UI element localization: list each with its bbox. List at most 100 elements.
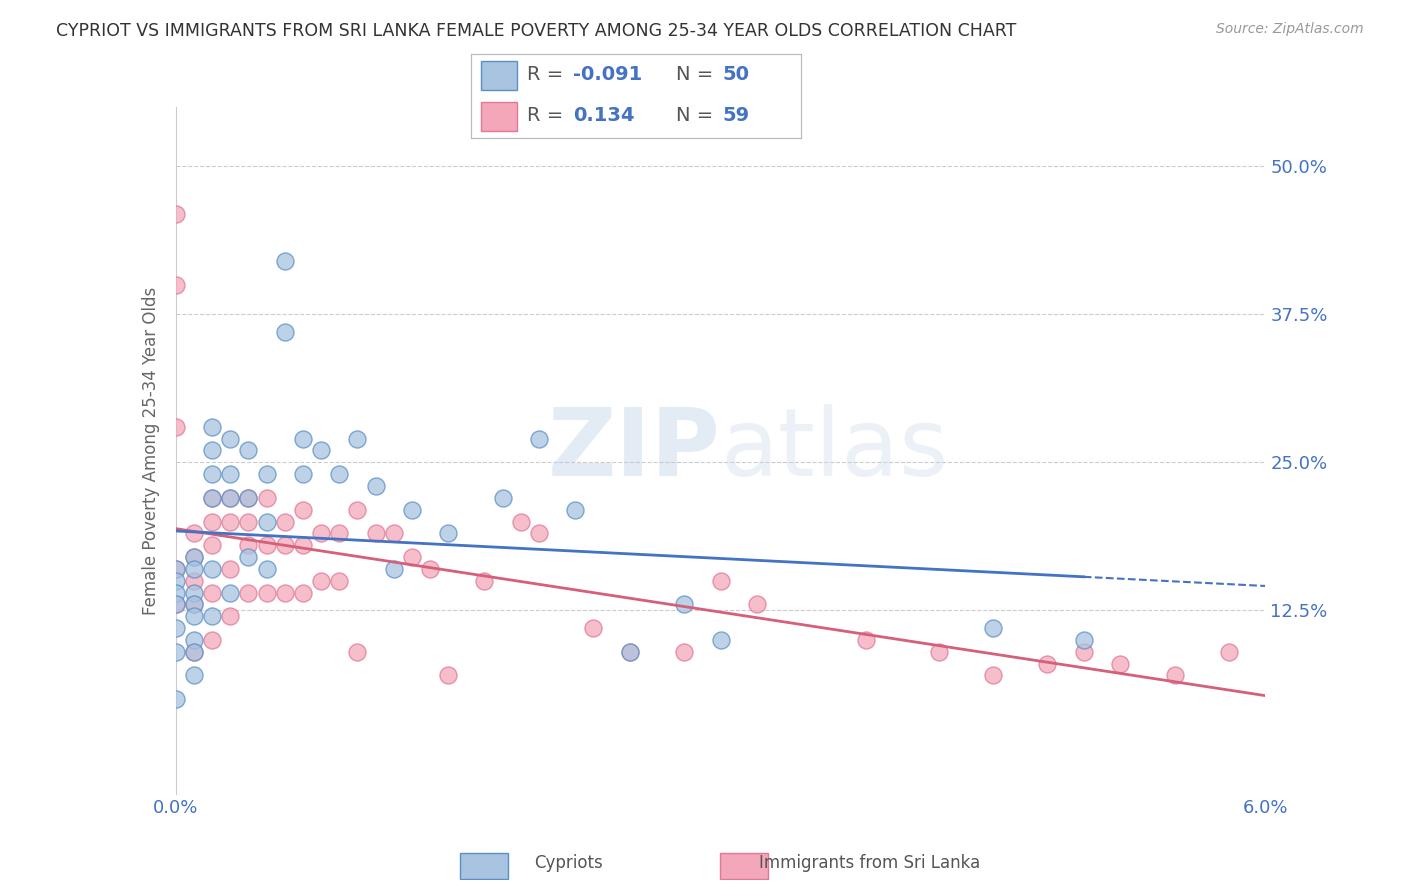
Point [274, 254, 297, 268]
Point [256, 467, 278, 482]
Point [509, 515, 531, 529]
Point [183, 632, 205, 647]
Point [346, 432, 368, 446]
Point [401, 502, 423, 516]
Point [238, 585, 260, 599]
Text: CYPRIOT VS IMMIGRANTS FROM SRI LANKA FEMALE POVERTY AMONG 25-34 YEAR OLDS CORREL: CYPRIOT VS IMMIGRANTS FROM SRI LANKA FEM… [56, 22, 1017, 40]
Point [165, 645, 187, 659]
Point [673, 598, 696, 612]
Point [219, 562, 242, 576]
Text: R =: R = [527, 106, 576, 125]
Point [328, 467, 350, 482]
Point [256, 491, 278, 505]
Point [291, 432, 314, 446]
Point [165, 692, 187, 706]
Point [291, 538, 314, 552]
Point [364, 479, 387, 493]
Point [183, 609, 205, 624]
Point [564, 502, 586, 516]
Point [928, 645, 950, 659]
Point [165, 598, 187, 612]
Point [855, 632, 877, 647]
Point [527, 432, 550, 446]
Point [474, 574, 496, 588]
Point [183, 645, 205, 659]
Point [165, 574, 187, 588]
Point [183, 668, 205, 682]
Point [219, 491, 242, 505]
FancyBboxPatch shape [460, 854, 508, 879]
Point [183, 562, 205, 576]
Point [382, 562, 405, 576]
Point [183, 526, 205, 541]
Point [165, 206, 187, 220]
Point [274, 538, 297, 552]
Point [274, 585, 297, 599]
Point [165, 277, 187, 292]
Point [309, 443, 332, 458]
Point [274, 325, 297, 339]
Y-axis label: Female Poverty Among 25-34 Year Olds: Female Poverty Among 25-34 Year Olds [142, 286, 160, 615]
Point [201, 443, 224, 458]
Point [238, 549, 260, 564]
Point [582, 621, 605, 635]
Point [745, 598, 768, 612]
Text: Source: ZipAtlas.com: Source: ZipAtlas.com [1216, 22, 1364, 37]
Text: N =: N = [676, 65, 720, 84]
Text: 59: 59 [723, 106, 749, 125]
Point [1073, 645, 1095, 659]
Point [165, 562, 187, 576]
Point [201, 632, 224, 647]
Point [201, 491, 224, 505]
Point [201, 585, 224, 599]
Point [238, 491, 260, 505]
Text: -0.091: -0.091 [574, 65, 643, 84]
FancyBboxPatch shape [720, 854, 768, 879]
Point [437, 526, 460, 541]
Point [710, 574, 733, 588]
Point [619, 645, 641, 659]
FancyBboxPatch shape [481, 102, 517, 130]
Point [527, 526, 550, 541]
Point [1036, 657, 1059, 671]
Point [165, 419, 187, 434]
Point [183, 549, 205, 564]
Point [619, 645, 641, 659]
Point [165, 585, 187, 599]
Point [1109, 657, 1132, 671]
Point [309, 574, 332, 588]
Point [256, 515, 278, 529]
Point [201, 491, 224, 505]
Point [201, 562, 224, 576]
Point [201, 609, 224, 624]
Text: 0.134: 0.134 [574, 106, 636, 125]
Point [419, 562, 441, 576]
Point [328, 526, 350, 541]
Point [165, 598, 187, 612]
Text: Immigrants from Sri Lanka: Immigrants from Sri Lanka [759, 855, 980, 872]
Point [219, 515, 242, 529]
FancyBboxPatch shape [481, 62, 517, 90]
Point [291, 467, 314, 482]
Point [219, 585, 242, 599]
Point [981, 668, 1004, 682]
Point [346, 645, 368, 659]
Text: N =: N = [676, 106, 720, 125]
Point [183, 549, 205, 564]
Point [309, 526, 332, 541]
Point [274, 515, 297, 529]
Text: 50: 50 [723, 65, 749, 84]
Point [1163, 668, 1185, 682]
Point [710, 632, 733, 647]
Point [492, 491, 515, 505]
Point [165, 562, 187, 576]
Point [183, 598, 205, 612]
Point [256, 585, 278, 599]
Text: Cypriots: Cypriots [534, 855, 603, 872]
Point [1218, 645, 1240, 659]
Point [165, 621, 187, 635]
Point [183, 598, 205, 612]
Point [201, 538, 224, 552]
Point [437, 668, 460, 682]
Point [346, 502, 368, 516]
